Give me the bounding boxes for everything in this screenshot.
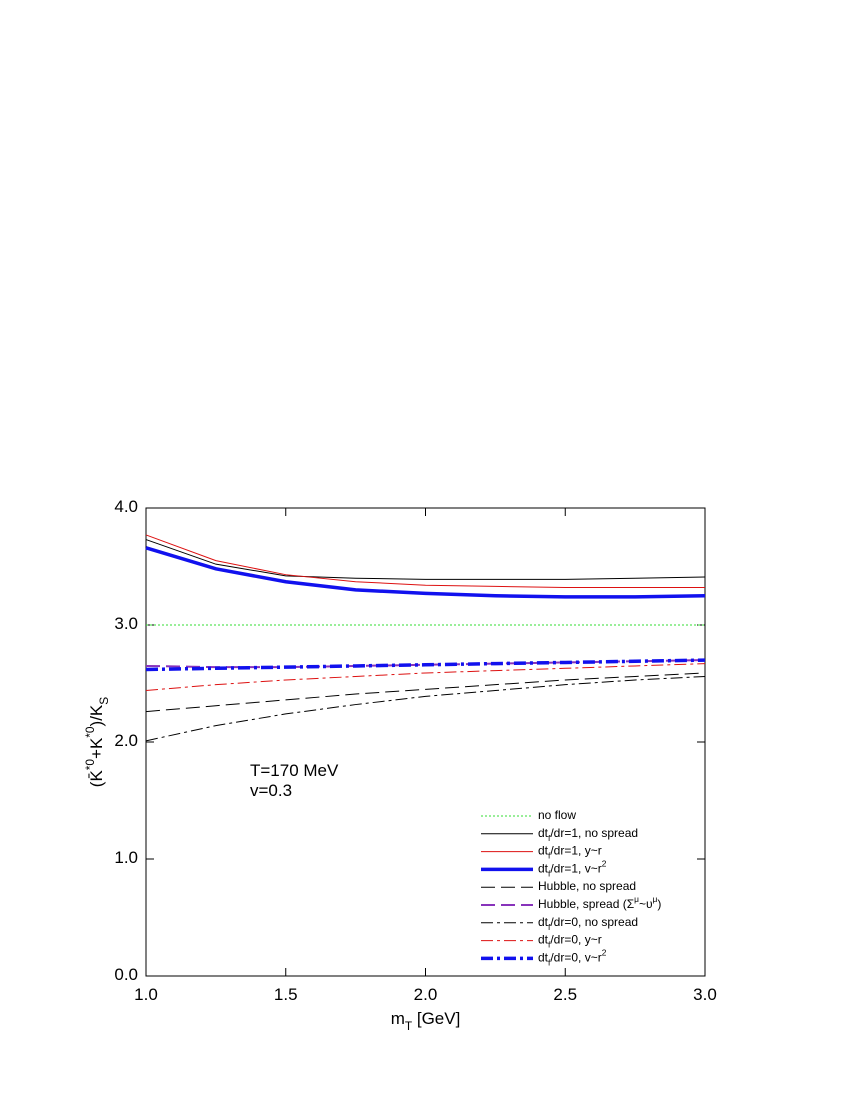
y-tick-label: 2.0	[114, 731, 138, 750]
y-tick-label: 4.0	[114, 497, 138, 516]
legend-label: dtf/dr=0, no spread	[538, 915, 638, 932]
legend-label: no flow	[538, 808, 576, 822]
legend-label: dtf/dr=1, v~r2	[538, 859, 607, 879]
series-line	[145, 539, 706, 580]
y-tick-label: 1.0	[114, 848, 138, 867]
annotation: v=0.3	[250, 781, 292, 800]
y-tick-label: 0.0	[114, 965, 138, 984]
legend-label: Hubble, spread (Σμ~υμ)	[538, 894, 661, 911]
series-line	[145, 675, 706, 742]
x-tick-label: 2.0	[414, 985, 438, 1004]
legend-label: dtf/dr=1, y~r	[538, 844, 602, 861]
legend-label: dtf/dr=0, y~r	[538, 933, 602, 950]
annotation: T=170 MeV	[250, 761, 339, 780]
legend-label: dtf/dr=1, no spread	[538, 826, 638, 843]
series-line	[145, 658, 706, 672]
x-tick-label: 2.5	[553, 985, 577, 1004]
x-axis-label: mT [GeV]	[391, 1009, 461, 1033]
y-axis-label: (K̄*0+K*0)/KS	[83, 697, 111, 788]
series-line	[145, 663, 706, 692]
series-line	[145, 534, 705, 589]
x-tick-label: 1.5	[274, 985, 298, 1004]
x-tick-label: 1.0	[134, 985, 158, 1004]
x-tick-label: 3.0	[693, 985, 717, 1004]
series-line	[145, 546, 706, 599]
series-line	[145, 672, 706, 713]
legend-label: Hubble, no spread	[538, 879, 636, 893]
legend-label: dtf/dr=0, v~r2	[538, 948, 607, 968]
y-tick-label: 3.0	[114, 614, 138, 633]
